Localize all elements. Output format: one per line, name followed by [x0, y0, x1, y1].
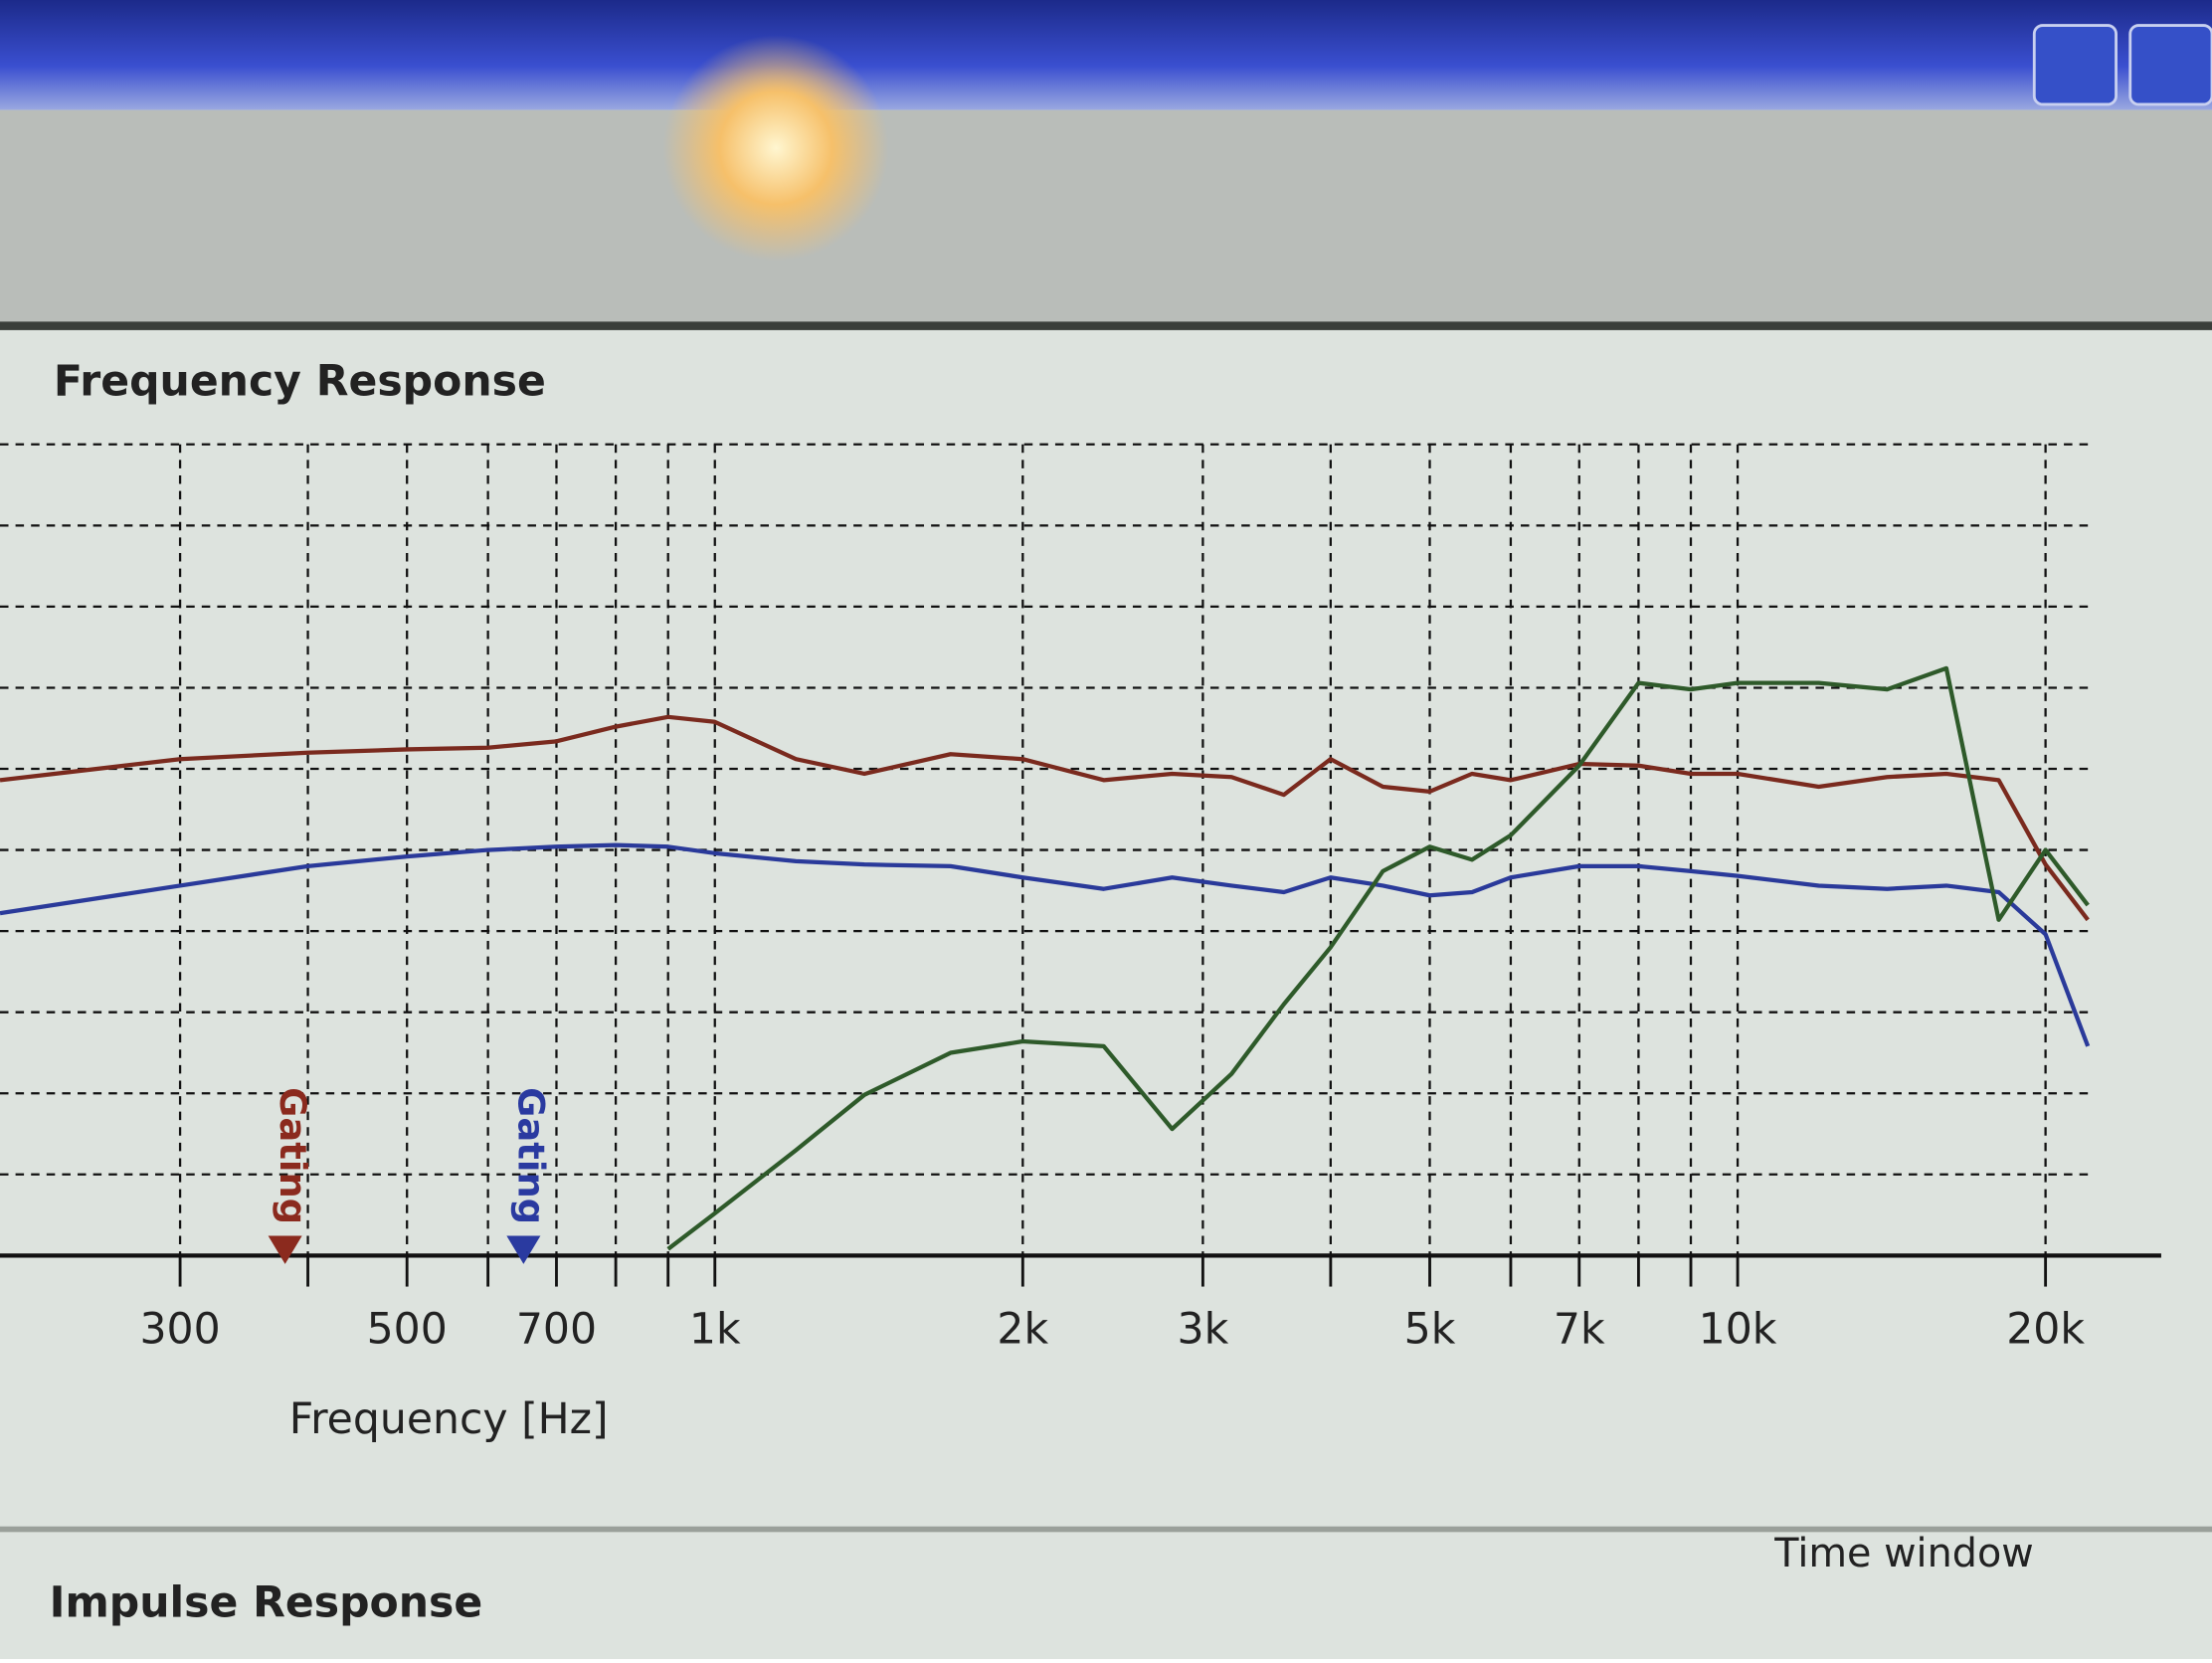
chart-title: Frequency Response	[54, 357, 546, 406]
title-bar	[0, 0, 2212, 110]
toolbar-panel	[0, 109, 2212, 325]
x-tick-label: 1k	[689, 1305, 741, 1354]
x-tick-label: 700	[516, 1305, 597, 1354]
gate-label: Gating	[272, 1087, 314, 1224]
x-tick-label: 500	[367, 1305, 448, 1354]
impulse-title: Impulse Response	[50, 1579, 483, 1628]
gate-label: Gating	[510, 1087, 553, 1224]
x-tick-label: 3k	[1178, 1305, 1229, 1354]
series-line	[666, 665, 2090, 1251]
restore-button[interactable]	[2128, 24, 2212, 106]
minimize-button[interactable]	[2032, 24, 2118, 106]
gate-marker	[268, 1235, 302, 1264]
time-window-label: Time window	[1773, 1531, 2033, 1576]
x-tick-label: 7k	[1554, 1305, 1605, 1354]
separator	[0, 1526, 2212, 1533]
x-tick-label: 2k	[997, 1305, 1048, 1354]
gate-marker	[506, 1235, 541, 1264]
plot: 300 500 700 1k 2k 3k 5k 7k 10k 20k Gating Gating	[0, 443, 2161, 1354]
series-line	[0, 842, 2091, 1047]
glare	[662, 35, 889, 262]
x-axis-label: Frequency [Hz]	[289, 1395, 609, 1444]
x-tick-label: 10k	[1699, 1305, 1777, 1354]
separator	[0, 321, 2212, 330]
x-tick-label: 300	[139, 1305, 220, 1354]
x-tick-label: 5k	[1404, 1305, 1456, 1354]
x-tick-label: 20k	[2006, 1305, 2085, 1354]
series-line	[0, 714, 2090, 922]
